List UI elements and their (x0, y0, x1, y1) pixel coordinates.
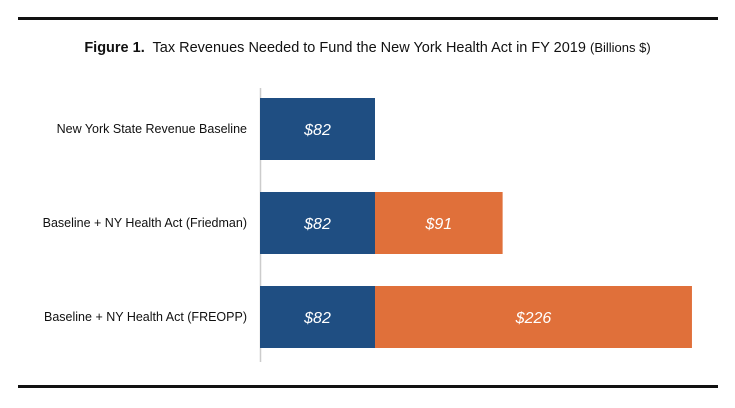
top-rule (18, 17, 718, 20)
data-label: $82 (303, 310, 331, 327)
bottom-rule (18, 385, 718, 388)
title-unit: (Billions $) (589, 40, 651, 55)
bar-health-act (375, 286, 692, 348)
figure-label: Figure 1. (84, 40, 145, 56)
category-label: Baseline + NY Health Act (FREOPP) (44, 310, 247, 324)
bar-baseline (260, 192, 375, 254)
bar-baseline (260, 98, 375, 160)
data-label: $91 (424, 216, 452, 233)
bar-health-act (375, 192, 503, 254)
data-label: $82 (303, 122, 331, 139)
data-label: $226 (515, 310, 552, 327)
bar-baseline (260, 286, 375, 348)
data-label: $82 (303, 216, 331, 233)
category-label: Baseline + NY Health Act (Friedman) (43, 216, 247, 230)
category-label: New York State Revenue Baseline (57, 122, 247, 136)
title-text: Tax Revenues Needed to Fund the New York… (152, 40, 586, 56)
chart-title: Figure 1. Tax Revenues Needed to Fund th… (0, 40, 735, 56)
